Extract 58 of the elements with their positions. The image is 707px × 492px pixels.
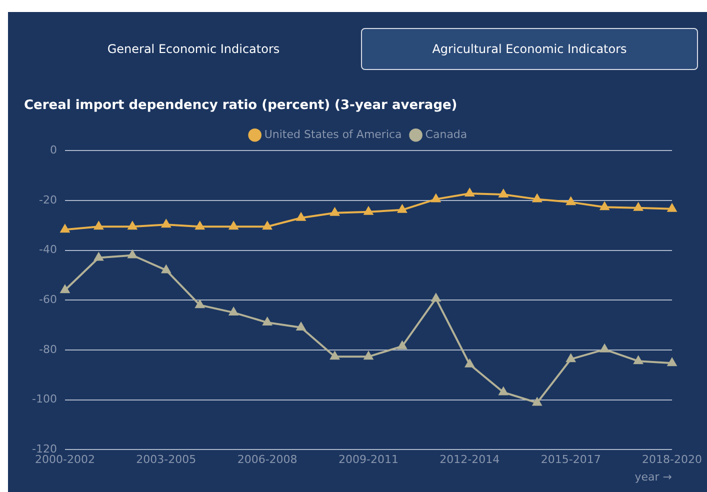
x-tick-label: 2012-2014 xyxy=(440,453,500,466)
point xyxy=(668,204,676,212)
point xyxy=(296,322,306,331)
point xyxy=(262,222,272,230)
point xyxy=(431,294,440,302)
point xyxy=(195,300,204,308)
point xyxy=(330,208,340,216)
y-tick-label: -80 xyxy=(38,342,57,356)
x-axis-title: year → xyxy=(634,470,672,484)
x-tick-label: 2018-2020 xyxy=(642,453,702,466)
point xyxy=(431,194,440,202)
point xyxy=(162,265,171,274)
point xyxy=(60,224,70,233)
point xyxy=(634,356,643,364)
x-tick-label: 2009-2011 xyxy=(338,453,398,466)
x-tick-label: 2000-2002 xyxy=(34,453,95,466)
y-tick-label: -20 xyxy=(38,193,57,206)
point xyxy=(195,222,204,230)
point xyxy=(229,308,238,316)
point xyxy=(94,252,104,261)
point xyxy=(465,359,474,368)
point xyxy=(330,352,340,360)
point xyxy=(498,189,508,198)
point xyxy=(498,387,508,396)
point xyxy=(128,250,137,258)
point xyxy=(296,212,306,221)
point xyxy=(668,358,676,366)
point xyxy=(229,222,238,230)
point xyxy=(94,222,104,230)
point xyxy=(532,398,542,406)
y-tick-label: 0 xyxy=(50,143,57,156)
y-tick-label: -40 xyxy=(38,243,57,256)
text: Agricultural Economic Indicators xyxy=(361,28,698,70)
point xyxy=(364,206,373,215)
point xyxy=(566,354,576,362)
x-tick-label: 2015-2017 xyxy=(540,453,601,466)
y-tick-label: -100 xyxy=(32,392,57,406)
point xyxy=(398,204,407,213)
point xyxy=(600,344,610,352)
point xyxy=(566,197,576,206)
x-tick-label: 2006-2008 xyxy=(237,453,298,466)
x-tick-label: 2003-2005 xyxy=(136,453,196,466)
point xyxy=(262,318,272,326)
point xyxy=(634,202,643,211)
y-tick-label: -120 xyxy=(32,442,57,456)
point xyxy=(364,352,373,360)
point xyxy=(398,341,407,350)
point xyxy=(60,285,70,294)
text: General Economic Indicators xyxy=(106,41,281,58)
chart-title: Cereal import dependency ratio (percent) (3-year average) xyxy=(24,98,458,114)
legend-label: United States of America xyxy=(264,128,402,141)
point xyxy=(128,222,137,230)
point xyxy=(162,220,171,228)
point xyxy=(532,194,542,202)
y-tick-label: -60 xyxy=(38,292,57,306)
point xyxy=(465,188,474,196)
point xyxy=(600,202,610,210)
legend-label: Canada xyxy=(425,128,468,141)
